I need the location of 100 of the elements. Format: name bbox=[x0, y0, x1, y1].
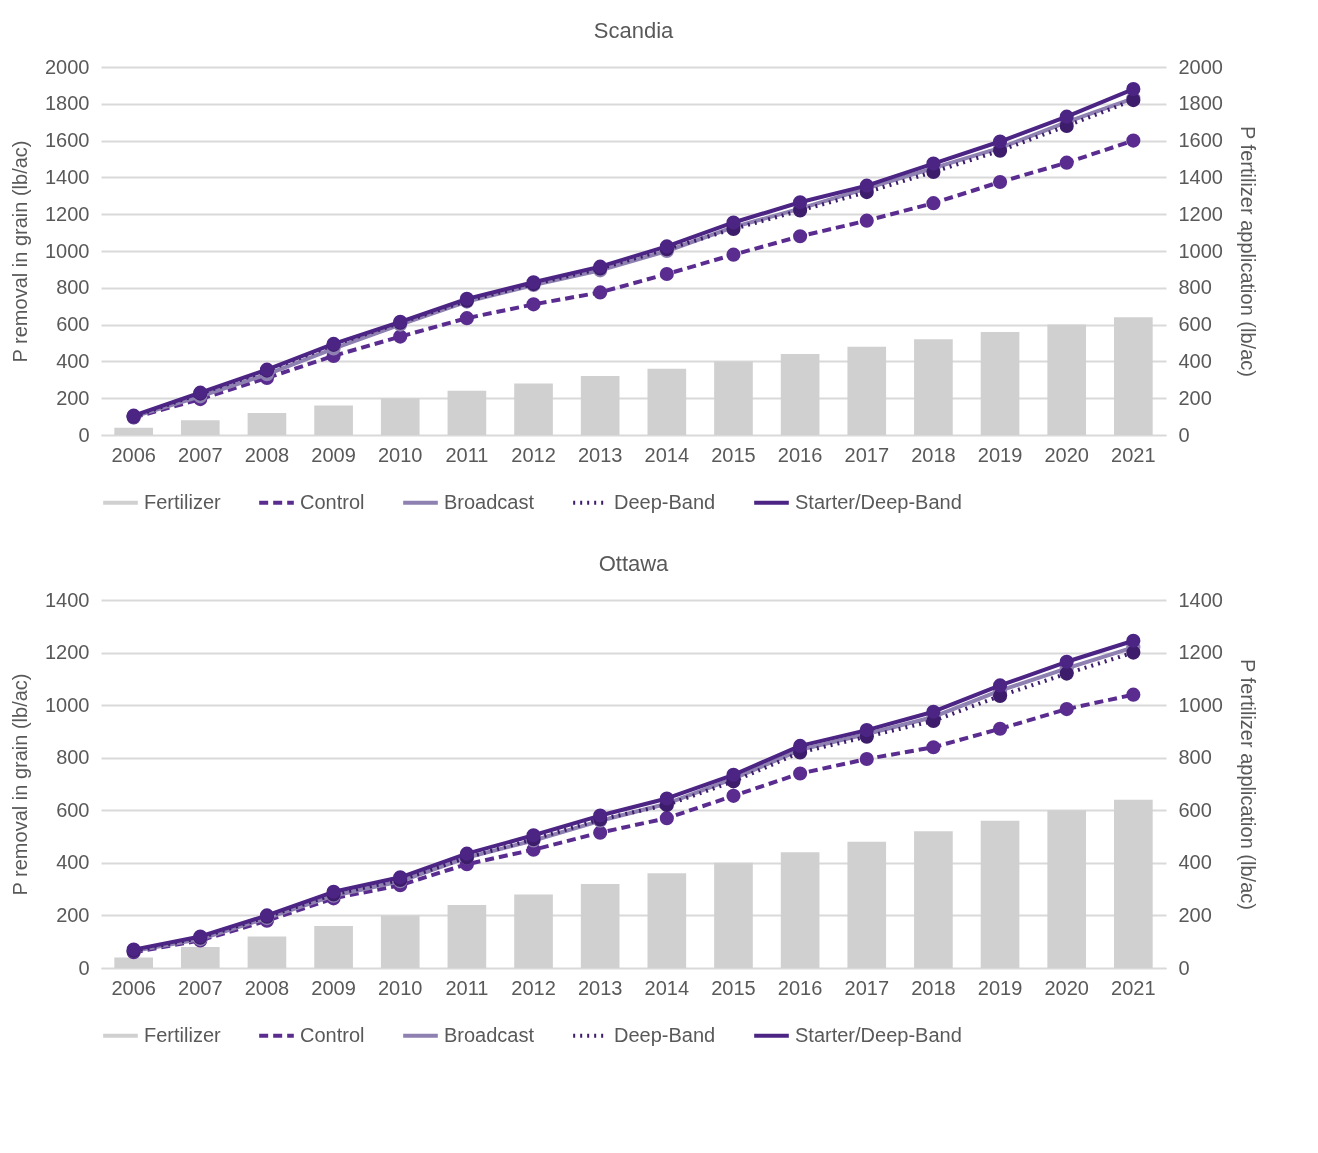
x-tick-label: 2014 bbox=[644, 976, 690, 999]
point bbox=[1126, 133, 1141, 148]
point bbox=[992, 678, 1008, 693]
y-tick-label: 1000 bbox=[45, 239, 90, 262]
chart-title: Scandia bbox=[593, 18, 675, 43]
y2-tick-label: 1600 bbox=[1178, 129, 1223, 152]
x-tick-label: 2013 bbox=[577, 976, 623, 999]
y2-tick-label: 400 bbox=[1178, 349, 1212, 372]
y2-tick-label: 1400 bbox=[1178, 588, 1223, 611]
chart-title: Ottawa bbox=[598, 551, 670, 576]
point bbox=[992, 721, 1008, 736]
point bbox=[726, 788, 741, 803]
point bbox=[1059, 702, 1074, 717]
y2-axis-title: P fertilizer application (lb/ac) bbox=[1236, 126, 1259, 377]
point bbox=[659, 791, 674, 806]
point bbox=[1059, 109, 1074, 124]
point bbox=[659, 266, 674, 282]
y-tick-label: 600 bbox=[56, 798, 90, 821]
y-tick-label: 1400 bbox=[45, 588, 90, 611]
y2-tick-label: 1400 bbox=[1178, 165, 1223, 188]
point bbox=[926, 156, 941, 171]
x-tick-label: 2011 bbox=[445, 976, 489, 999]
point bbox=[593, 285, 608, 300]
y2-tick-label: 0 bbox=[1178, 956, 1190, 979]
y-tick-label: 1200 bbox=[45, 202, 90, 225]
x-tick-label: 2006 bbox=[111, 976, 156, 999]
y2-tick-label: 200 bbox=[1178, 386, 1212, 409]
point bbox=[793, 229, 808, 244]
y2-tick-label: 400 bbox=[1178, 851, 1212, 874]
x-tick-label: 2012 bbox=[511, 976, 556, 999]
x-tick-label: 2015 bbox=[711, 976, 756, 999]
point bbox=[393, 329, 408, 344]
y-tick-label: 1800 bbox=[45, 92, 90, 115]
point bbox=[526, 297, 541, 312]
point bbox=[859, 751, 874, 767]
point bbox=[1126, 687, 1141, 702]
legend-label: Fertilizer bbox=[144, 1023, 222, 1046]
x-tick-label: 2019 bbox=[977, 976, 1023, 999]
y-tick-label: 200 bbox=[56, 386, 90, 409]
y2-tick-label: 800 bbox=[1178, 746, 1212, 769]
x-tick-label: 2016 bbox=[777, 976, 823, 999]
y-tick-label: 400 bbox=[56, 851, 90, 874]
x-tick-label: 2007 bbox=[178, 976, 223, 999]
y2-tick-label: 1800 bbox=[1178, 92, 1223, 115]
x-tick-label: 2018 bbox=[911, 443, 956, 466]
x-tick-label: 2008 bbox=[244, 976, 290, 999]
point bbox=[793, 766, 808, 781]
x-tick-label: 2021 bbox=[1111, 443, 1156, 466]
y-tick-label: 1200 bbox=[45, 641, 90, 664]
x-tick-label: 2012 bbox=[511, 443, 556, 466]
x-tick-label: 2010 bbox=[377, 443, 423, 466]
y-tick-label: 1600 bbox=[45, 129, 90, 152]
x-tick-label: 2017 bbox=[844, 976, 890, 999]
point bbox=[793, 195, 808, 210]
legend-label: Fertilizer bbox=[144, 490, 222, 513]
point bbox=[659, 811, 674, 826]
y2-tick-label: 1000 bbox=[1178, 693, 1223, 716]
y2-tick-label: 0 bbox=[1178, 423, 1190, 446]
x-tick-label: 2014 bbox=[644, 443, 690, 466]
y2-tick-label: 200 bbox=[1178, 903, 1212, 926]
x-tick-label: 2016 bbox=[777, 443, 823, 466]
x-tick-label: 2006 bbox=[111, 443, 156, 466]
legend-label: Deep-Band bbox=[614, 1023, 716, 1046]
x-tick-label: 2010 bbox=[377, 976, 423, 999]
x-tick-label: 2021 bbox=[1111, 976, 1156, 999]
x-tick-label: 2013 bbox=[577, 443, 623, 466]
point bbox=[593, 808, 608, 823]
point bbox=[859, 213, 874, 228]
point bbox=[459, 311, 474, 326]
y2-tick-label: 1200 bbox=[1178, 202, 1223, 225]
x-tick-label: 2008 bbox=[244, 443, 290, 466]
y2-axis-title: P fertilizer application (lb/ac) bbox=[1236, 659, 1259, 910]
y-axis-title: P removal in grain (lb/ac) bbox=[9, 140, 32, 363]
y-tick-label: 800 bbox=[56, 746, 90, 769]
y-tick-label: 0 bbox=[78, 956, 90, 979]
y2-tick-label: 800 bbox=[1178, 276, 1212, 299]
x-tick-label: 2019 bbox=[977, 443, 1023, 466]
legend-label: Broadcast bbox=[444, 1023, 535, 1046]
y2-tick-label: 600 bbox=[1178, 313, 1212, 336]
x-tick-label: 2017 bbox=[844, 443, 890, 466]
point bbox=[793, 738, 808, 753]
point bbox=[926, 196, 941, 211]
x-tick-label: 2007 bbox=[178, 443, 223, 466]
legend-label: Control bbox=[300, 1023, 365, 1046]
y-tick-label: 1400 bbox=[45, 165, 90, 188]
point bbox=[526, 828, 541, 843]
point bbox=[726, 215, 741, 230]
x-tick-label: 2020 bbox=[1044, 976, 1089, 999]
legend-label: Control bbox=[300, 490, 365, 513]
y-axis-title: P removal in grain (lb/ac) bbox=[9, 673, 32, 896]
y-tick-label: 2000 bbox=[45, 55, 90, 78]
point bbox=[992, 174, 1008, 190]
y-tick-label: 800 bbox=[56, 276, 90, 299]
x-tick-label: 2015 bbox=[711, 443, 756, 466]
point bbox=[859, 723, 874, 738]
point bbox=[1059, 155, 1074, 170]
y2-tick-label: 2000 bbox=[1178, 55, 1223, 78]
point bbox=[726, 767, 741, 782]
point bbox=[1126, 82, 1141, 97]
point bbox=[992, 134, 1008, 149]
